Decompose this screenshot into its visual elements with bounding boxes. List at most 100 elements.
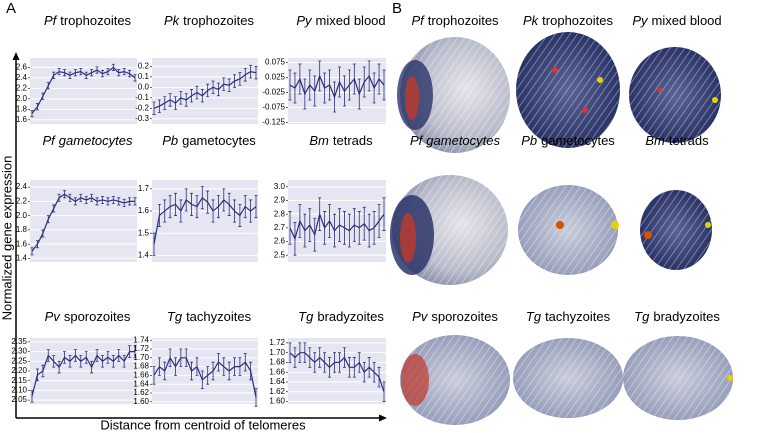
species: Pf	[43, 133, 57, 148]
panel-title: Bm tetrads	[645, 133, 709, 148]
y-tick-label: 1.64	[269, 377, 285, 386]
plot-background	[152, 58, 258, 124]
y-tick-label: 2.15	[11, 376, 27, 385]
y-tick-label: 0.075	[265, 58, 286, 67]
y-tick-label: 2.4	[16, 73, 28, 82]
y-tick-label: 1.6	[16, 115, 28, 124]
species: Pb	[162, 133, 178, 148]
error-bar	[288, 342, 292, 363]
stage: tachyzoites	[186, 309, 252, 324]
species: Bm	[309, 133, 329, 148]
species: Bm	[645, 133, 665, 148]
y-tick-label: 1.5	[138, 228, 150, 237]
stage: gametocytes	[426, 133, 500, 148]
species: Pb	[521, 133, 537, 148]
y-tick-label: 1.60	[269, 397, 285, 406]
error-bar	[288, 211, 292, 245]
y-tick-label: 0.025	[265, 73, 286, 82]
species: Pf	[411, 13, 425, 28]
panel-title: Pf trophozoites	[411, 13, 499, 28]
stage: trophozoites	[542, 13, 613, 28]
panel-title: Pv sporozoites	[45, 309, 131, 324]
species: Pk	[164, 13, 181, 28]
y-tick-label: 2.35	[11, 337, 27, 346]
panel-title: Pf gametocytes	[410, 133, 500, 148]
y-tick-label: 2.25	[11, 356, 27, 365]
y-tick-label: 1.8	[16, 104, 28, 113]
stage: gametocytes	[541, 133, 615, 148]
y-tick-label: -0.075	[262, 103, 285, 112]
error-bar	[254, 388, 258, 407]
line	[153, 70, 257, 109]
panel-title: Tg bradyzoites	[634, 309, 720, 324]
line	[31, 193, 135, 252]
panel-title: Bm tetrads	[309, 133, 373, 148]
y-tick-label: 1.7	[138, 184, 150, 193]
line	[31, 350, 135, 397]
panel-title: Tg bradyzoites	[298, 309, 384, 324]
line	[153, 196, 257, 245]
y-tick-label: 1.70	[133, 353, 149, 362]
species: Tg	[526, 309, 542, 324]
y-tick-label: 1.8	[16, 225, 28, 234]
plot-background	[288, 338, 386, 404]
y-tick-label: 2.10	[11, 386, 27, 395]
species: Tg	[298, 309, 314, 324]
panel-title: Tg tachyzoites	[167, 309, 252, 324]
y-tick-label: 2.2	[16, 197, 28, 206]
line	[289, 352, 385, 392]
y-tick-label: 2.0	[16, 94, 28, 103]
y-tick-label: -0.2	[135, 103, 149, 112]
panel-title: Pf trophozoites	[44, 13, 132, 28]
stage: tetrads	[333, 133, 373, 148]
y-tick-label: 2.05	[11, 395, 27, 404]
panel-label: A	[6, 0, 16, 17]
panel-title: Tg tachyzoites	[526, 309, 611, 324]
stage: sporozoites	[64, 309, 131, 324]
y-tick-label: 2.2	[16, 83, 28, 92]
y-tick-label: 2.20	[11, 366, 27, 375]
plot-background	[288, 180, 386, 262]
y-tick-label: 1.74	[133, 335, 149, 344]
species: Tg	[634, 309, 650, 324]
line	[31, 66, 136, 114]
species: Py	[632, 13, 649, 28]
y-tick-label: 1.70	[269, 348, 285, 357]
y-tick-label: 1.66	[269, 367, 285, 376]
y-tick-label: 1.68	[133, 362, 149, 371]
y-tick-label: 3.0	[274, 182, 286, 191]
species: Py	[296, 13, 313, 28]
arrow-head	[12, 52, 20, 60]
panel-title: Py mixed blood	[632, 13, 721, 28]
stage: mixed blood	[652, 13, 722, 28]
y-tick-label: 0.1	[138, 72, 150, 81]
y-axis-label: Normalized gene expression	[0, 156, 14, 321]
y-tick-label: 2.5	[274, 250, 286, 259]
y-tick-label: 1.66	[133, 371, 149, 380]
species: Pv	[45, 309, 62, 324]
panel-title: Pb gametocytes	[162, 133, 256, 148]
species: Pv	[412, 309, 429, 324]
y-tick-label: 2.4	[16, 182, 28, 191]
y-tick-label: 2.0	[16, 211, 28, 220]
stage: bradyzoites	[653, 309, 720, 324]
stage: bradyzoites	[317, 309, 384, 324]
stage: mixed blood	[316, 13, 386, 28]
y-tick-label: 1.60	[133, 397, 149, 406]
plot-background	[152, 338, 258, 404]
line	[289, 74, 385, 99]
stage: trophozoites	[60, 13, 131, 28]
species: Tg	[167, 309, 183, 324]
stage: sporozoites	[431, 309, 498, 324]
stage: gametocytes	[182, 133, 256, 148]
y-tick-label: 1.64	[133, 379, 149, 388]
y-tick-label: 2.9	[274, 196, 286, 205]
plot-background	[30, 180, 137, 262]
y-tick-label: 1.6	[16, 239, 28, 248]
panel-label: B	[392, 0, 402, 17]
y-tick-label: 0.0	[138, 82, 150, 91]
y-tick-label: -0.125	[262, 118, 285, 127]
y-tick-label: 1.62	[269, 387, 285, 396]
species: Pf	[44, 13, 58, 28]
